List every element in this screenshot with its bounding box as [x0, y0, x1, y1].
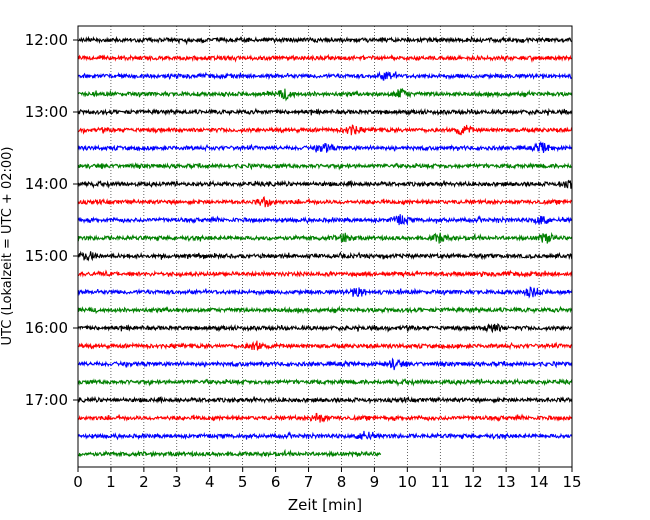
trace-line: [77, 340, 573, 351]
trace-line: [77, 357, 573, 371]
trace-line: [77, 395, 573, 405]
trace-line: [77, 195, 573, 208]
trace-line: [77, 231, 573, 244]
trace-line: [77, 124, 573, 136]
trace-line: [77, 305, 573, 315]
x-tick-label: 1: [106, 473, 116, 491]
trace-line: [77, 323, 573, 334]
x-tick-label: 12: [464, 473, 483, 491]
trace-line: [77, 412, 573, 423]
trace-line: [77, 162, 573, 171]
trace-line: [77, 140, 573, 153]
y-tick-label: 16:00: [25, 319, 68, 337]
y-axis: 12:00 13:00 14:00 15:00 16:00 17:00: [25, 31, 78, 409]
y-tick-label: 12:00: [25, 31, 68, 49]
trace-line: [77, 430, 573, 441]
plot-frame: [77, 25, 573, 468]
x-tick-label: 5: [238, 473, 248, 491]
x-tick-label: 2: [139, 473, 149, 491]
x-tick-label: 4: [205, 473, 215, 491]
trace-line: [77, 448, 382, 458]
x-tick-label: 14: [530, 473, 549, 491]
x-axis: 0 1 2 3 4 5 6 7 8 9 10 11 12 13 14 15: [73, 467, 582, 491]
trace-line: [77, 250, 573, 262]
y-tick-label: 15:00: [25, 247, 68, 265]
x-tick-label: 6: [271, 473, 281, 491]
trace-line: [77, 87, 573, 102]
x-tick-label: 3: [172, 473, 182, 491]
trace-line: [77, 269, 573, 279]
x-tick-label: 10: [398, 473, 417, 491]
y-tick-label: 17:00: [25, 391, 68, 409]
trace-line: [77, 214, 573, 226]
x-tick-label: 7: [304, 473, 314, 491]
x-tick-label: 8: [337, 473, 347, 491]
x-tick-label: 9: [370, 473, 380, 491]
x-tick-label: 13: [497, 473, 516, 491]
y-axis-label: UTC (Lokalzeit = UTC + 02:00): [0, 147, 15, 346]
trace-line: [77, 179, 573, 189]
trace-line: [77, 107, 573, 117]
traces: [77, 35, 573, 458]
trace-line: [77, 53, 573, 63]
trace-line: [77, 70, 573, 81]
trace-line: [77, 377, 573, 387]
trace-line: [77, 35, 573, 46]
y-tick-label: 14:00: [25, 175, 68, 193]
x-axis-label: Zeit [min]: [288, 496, 362, 514]
x-tick-label: 0: [73, 473, 83, 491]
y-tick-label: 13:00: [25, 103, 68, 121]
x-tick-label: 11: [431, 473, 450, 491]
x-tick-label: 15: [562, 473, 581, 491]
trace-line: [77, 286, 573, 299]
